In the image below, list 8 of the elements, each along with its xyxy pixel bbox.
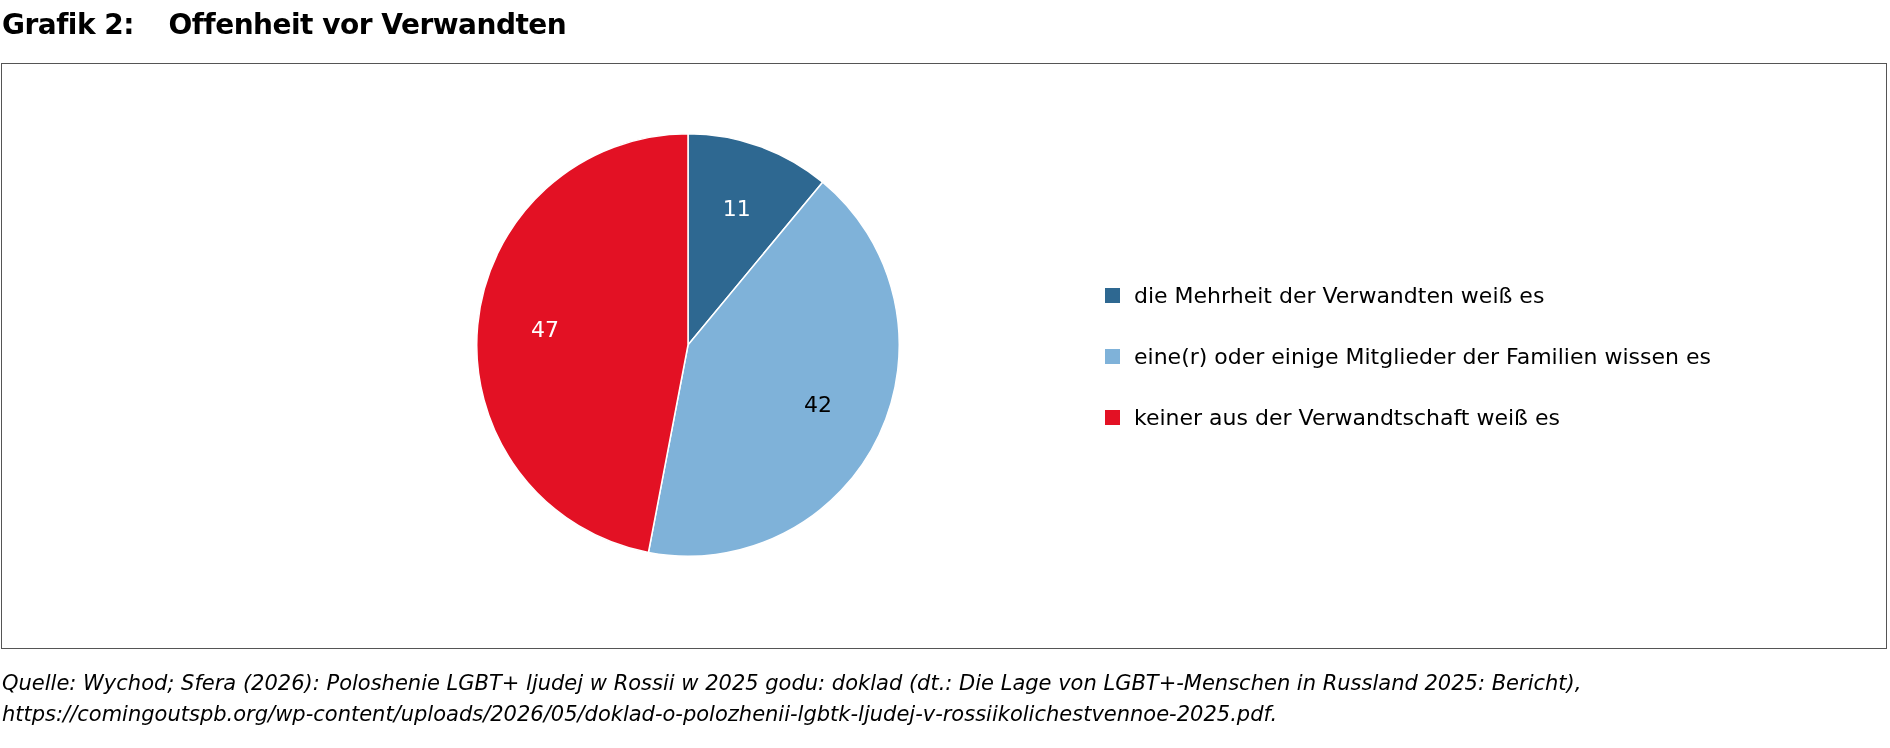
source-note: Quelle: Wychod; Sfera (2026): Poloshenie LGBT+ ljudej w Rossii w 2025 godu: doklad (dt.: Die Lage von LGBT+-Menschen in Russland 2025: Bericht), https://comingoutspb.org/wp-content/uploads/2026/05/doklad-o-polozhenii-lgbtk-ljudej-v-rossiikolichestvennoe-2025.pdf.: [2, 670, 1583, 728]
data-label: 47: [530, 317, 559, 343]
data-label: 11: [722, 195, 751, 221]
legend-label: eine(r) oder einige Mitglieder der Familien wissen es: [1134, 343, 1711, 369]
legend-label: die Mehrheit der Verwandten weiß es: [1134, 282, 1545, 308]
legend-label: keiner aus der Verwandtschaft weiß es: [1134, 404, 1560, 430]
chart-title: Grafik 2: Offenheit vor Verwandten: [2, 8, 567, 41]
data-label: 42: [803, 391, 832, 417]
